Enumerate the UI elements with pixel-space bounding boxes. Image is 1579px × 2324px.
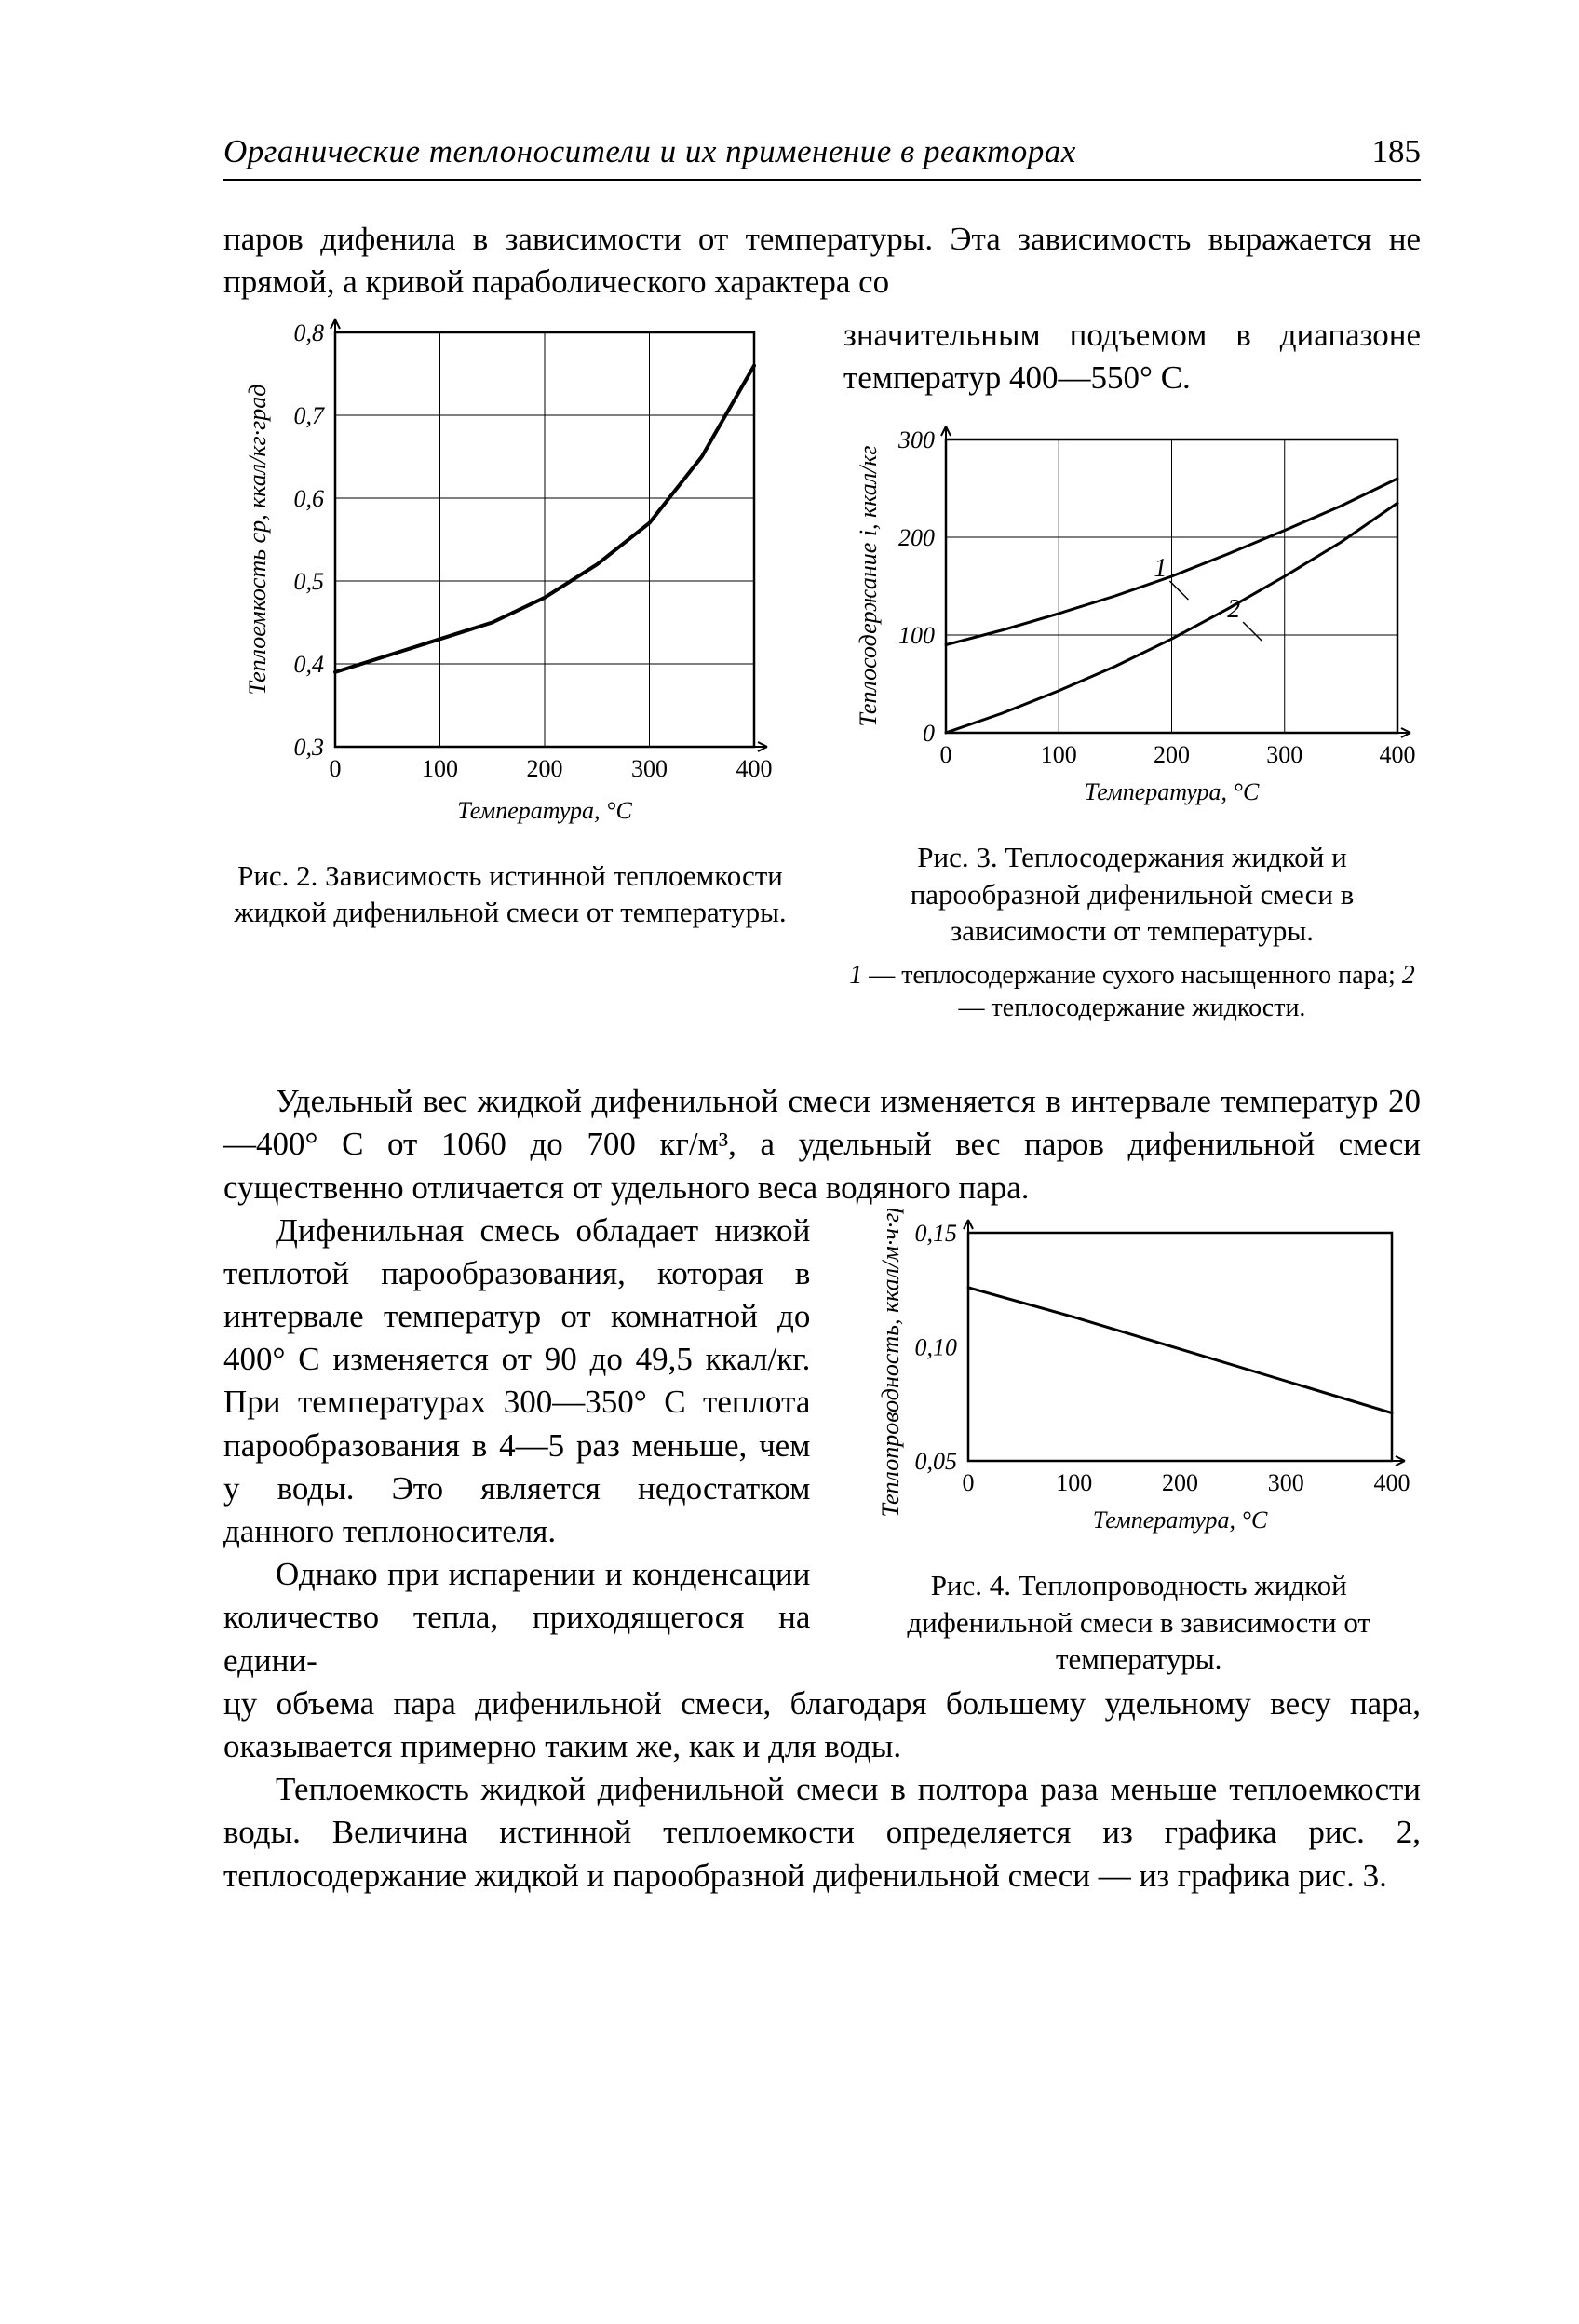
fig4-row: Дифенильная смесь обладает низкой теплот… xyxy=(223,1209,1421,1682)
svg-text:100: 100 xyxy=(898,622,935,649)
svg-text:200: 200 xyxy=(898,524,935,551)
figure-2-chart: 0 100 200 300 400 0,3 0,4 0,5 0,6 0,7 0,8 Температу… xyxy=(223,314,773,835)
figure-3-caption: Рис. 3. Теплосодержания жидкой и парообр… xyxy=(843,839,1421,950)
figures-top-row: 01002003004000,30,40,50,60,70,8Температу… xyxy=(223,314,1421,1025)
mid-text-block: Удельный вес жидкой дифенильной смеси из… xyxy=(223,1080,1421,1898)
svg-text:300: 300 xyxy=(1266,741,1302,768)
svg-text:0,3: 0,3 xyxy=(294,734,325,761)
figure-4: 0 100 200 300 400 0,05 0,10 0,15 Температура, °С… xyxy=(857,1209,1421,1682)
svg-text:0,7: 0,7 xyxy=(294,402,326,429)
svg-text:200: 200 xyxy=(527,755,563,782)
running-head: Органические теплоносители и их применен… xyxy=(223,130,1421,181)
paragraph-3b: Однако при испарении и конденсации колич… xyxy=(223,1553,810,1682)
paragraph-3a: Дифенильная смесь обладает низкой теплот… xyxy=(223,1209,810,1554)
svg-text:300: 300 xyxy=(631,755,668,782)
svg-text:0,8: 0,8 xyxy=(294,319,325,346)
svg-text:100: 100 xyxy=(422,755,458,782)
svg-text:400: 400 xyxy=(736,755,773,782)
svg-text:0,6: 0,6 xyxy=(294,485,325,512)
paragraph-5: Теплоемкость жидкой дифенильной смеси в … xyxy=(223,1768,1421,1898)
left-text-col: Дифенильная смесь обладает низкой теплот… xyxy=(223,1209,810,1682)
svg-text:Температура, °С: Температура, °С xyxy=(1093,1507,1268,1534)
paragraph-4: цу объема пара дифенильной смеси, благод… xyxy=(223,1682,1421,1768)
svg-text:200: 200 xyxy=(1162,1469,1198,1496)
svg-text:2: 2 xyxy=(1227,595,1240,624)
svg-text:Температура, °С: Температура, °С xyxy=(1085,778,1260,805)
svg-text:Температура, °С: Температура, °С xyxy=(457,797,632,824)
figure-4-caption: Рис. 4. Теплопроводность жидкой дифениль… xyxy=(857,1567,1421,1678)
svg-text:0: 0 xyxy=(963,1469,975,1496)
svg-text:0,4: 0,4 xyxy=(294,651,325,678)
svg-text:400: 400 xyxy=(1374,1469,1410,1496)
svg-text:0: 0 xyxy=(330,755,342,782)
svg-text:100: 100 xyxy=(1057,1469,1093,1496)
figure-4-chart: 0 100 200 300 400 0,05 0,10 0,15 Температура, °С… xyxy=(857,1209,1415,1545)
running-title: Органические теплоносители и их применен… xyxy=(223,130,1076,173)
svg-text:200: 200 xyxy=(1154,741,1190,768)
right-column-top: значительным подъемом в диапазоне темпер… xyxy=(843,314,1421,1025)
svg-text:0,15: 0,15 xyxy=(915,1220,958,1247)
svg-text:0,5: 0,5 xyxy=(294,568,325,595)
svg-text:0,05: 0,05 xyxy=(915,1448,958,1475)
figure-3-legend: 1 — теплосодержание сухого насыщенного п… xyxy=(843,959,1421,1024)
paragraph-1b: значительным подъемом в диапазоне темпер… xyxy=(843,314,1421,399)
paragraph-2: Удельный вес жидкой дифенильной смеси из… xyxy=(223,1080,1421,1209)
page-number: 185 xyxy=(1372,130,1422,173)
svg-text:Теплосодержание i, ккал/кг: Теплосодержание i, ккал/кг xyxy=(855,445,882,726)
svg-text:0,10: 0,10 xyxy=(915,1333,958,1360)
svg-text:0: 0 xyxy=(940,741,952,768)
page: Органические теплоносители и их применен… xyxy=(0,0,1579,2324)
svg-text:0: 0 xyxy=(923,720,935,747)
figure-2: 0 100 200 300 400 0,3 0,4 0,5 0,6 0,7 0,8 Температу… xyxy=(223,314,797,1025)
svg-text:300: 300 xyxy=(1268,1469,1304,1496)
paragraph-1: паров дифенила в зависимости от температ… xyxy=(223,218,1421,304)
svg-text:Теплопроводность, ккал/м·ч·гра: Теплопроводность, ккал/м·ч·град xyxy=(877,1209,904,1518)
svg-text:300: 300 xyxy=(897,426,935,453)
figure-3-chart: 01002003004000100200300Температура, °СТе… xyxy=(843,416,1421,817)
figure-2-caption: Рис. 2. Зависимость истинной теплоемкост… xyxy=(223,858,797,931)
svg-text:Теплоемкость cp, ккал/кг·град: Теплоемкость cp, ккал/кг·град xyxy=(244,384,271,695)
svg-text:400: 400 xyxy=(1380,741,1416,768)
svg-text:100: 100 xyxy=(1041,741,1077,768)
svg-text:1: 1 xyxy=(1154,554,1167,583)
